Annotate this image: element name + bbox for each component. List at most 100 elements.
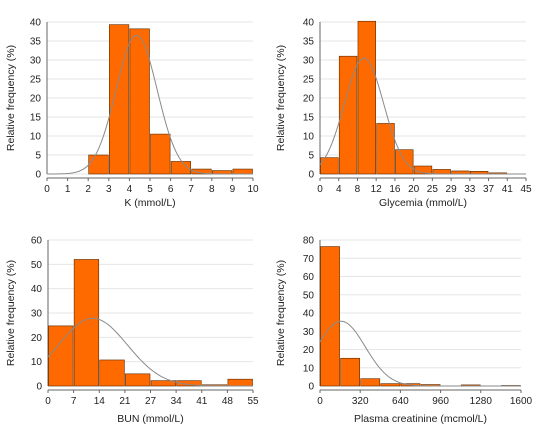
- y-tick-label: 0: [308, 170, 314, 181]
- y-tick-label: 20: [303, 94, 315, 105]
- y-tick-label: 10: [30, 132, 42, 143]
- histogram-bar: [176, 380, 202, 387]
- x-tick-label: 55: [247, 396, 259, 407]
- x-tick-label: 7: [188, 184, 194, 195]
- x-tick-label: 29: [446, 184, 458, 195]
- x-tick-label: 8: [209, 184, 215, 195]
- x-tick-label: 37: [483, 184, 495, 195]
- x-tick-label: 16: [389, 184, 401, 195]
- histogram-bar: [357, 20, 376, 175]
- y-tick-label: 30: [31, 309, 43, 320]
- histogram-bar: [320, 157, 339, 175]
- histogram-bar: [73, 259, 100, 387]
- x-tick-label: 1280: [470, 396, 493, 407]
- y-tick-label: 20: [30, 94, 42, 105]
- y-axis-label: Relative frequency (%): [275, 45, 287, 151]
- y-tick-label: 80: [303, 236, 315, 247]
- x-tick-label: 0: [317, 396, 323, 407]
- x-tick-label: 9: [230, 184, 236, 195]
- y-axis-label: Relative frequency (%): [275, 260, 287, 366]
- y-tick-label: 0: [308, 382, 314, 393]
- x-tick-label: 0: [317, 184, 323, 195]
- x-tick-label: 5: [147, 184, 153, 195]
- y-tick-label: 20: [303, 345, 315, 356]
- histogram-bar: [227, 378, 253, 387]
- histogram-bar: [376, 123, 395, 175]
- x-tick-label: 45: [520, 184, 532, 195]
- x-tick-label: 960: [432, 396, 449, 407]
- x-tick-label: 41: [196, 396, 208, 407]
- y-tick-label: 5: [35, 151, 41, 162]
- y-tick-label: 15: [30, 113, 42, 124]
- y-tick-label: 60: [303, 272, 315, 283]
- y-tick-label: 15: [303, 113, 315, 124]
- chart-panel-4: 0 10 20 30 40 50 60 70 80 0 320 640 960 1280 1600 Plasm…: [275, 236, 533, 426]
- x-tick-label: 640: [392, 396, 409, 407]
- y-tick-label: 60: [31, 236, 43, 247]
- x-axis-label: Glycemia (mmol/L): [379, 197, 467, 209]
- y-tick-label: 40: [303, 309, 315, 320]
- y-tick-label: 50: [303, 290, 315, 301]
- histogram-bar: [380, 383, 401, 387]
- y-tick-label: 0: [35, 170, 41, 181]
- x-tick-label: 3: [106, 184, 112, 195]
- histogram-bar: [150, 133, 171, 175]
- histogram-bar: [129, 28, 150, 175]
- y-tick-label: 20: [31, 333, 43, 344]
- x-tick-label: 25: [427, 184, 439, 195]
- y-tick-label: 30: [303, 56, 315, 67]
- x-tick-label: 34: [171, 396, 183, 407]
- x-tick-label: 0: [44, 184, 50, 195]
- x-tick-label: 4: [127, 184, 133, 195]
- histogram-bar: [340, 357, 361, 387]
- x-tick-label: 6: [168, 184, 174, 195]
- x-tick-label: 2: [85, 184, 91, 195]
- histogram-bar: [99, 359, 125, 387]
- histogram-bar: [395, 149, 414, 175]
- x-tick-label: 21: [119, 396, 131, 407]
- x-tick-label: 8: [355, 184, 361, 195]
- x-tick-label: 10: [247, 184, 259, 195]
- histogram-bar: [150, 380, 176, 387]
- y-tick-label: 5: [308, 151, 314, 162]
- normal-fit-curve: [47, 317, 253, 387]
- y-tick-label: 30: [303, 327, 315, 338]
- y-tick-label: 10: [303, 363, 315, 374]
- y-tick-label: 10: [303, 132, 315, 143]
- chart-panel-2: 0 5 10 15 20 25 30 35 40 0 4 8 12 16 20 25 29 33 37 41 45 Gly…: [275, 18, 532, 210]
- x-tick-label: 12: [371, 184, 383, 195]
- x-tick-label: 27: [145, 396, 157, 407]
- histogram-bar: [88, 154, 109, 175]
- x-tick-label: 20: [408, 184, 420, 195]
- y-tick-label: 70: [303, 254, 315, 265]
- x-tick-label: 0: [45, 396, 51, 407]
- y-tick-label: 0: [36, 382, 42, 393]
- y-axis-label: Relative frequency (%): [5, 260, 17, 366]
- y-tick-label: 10: [31, 357, 43, 368]
- x-tick-label: 14: [94, 396, 106, 407]
- normal-fit-curve: [319, 320, 521, 387]
- x-tick-label: 48: [222, 396, 234, 407]
- y-tick-label: 25: [303, 75, 315, 86]
- x-tick-label: 7: [71, 396, 77, 407]
- histogram-bar: [125, 373, 151, 387]
- y-tick-label: 40: [30, 18, 42, 29]
- x-axis-label: Plasma creatinine (mcmol/L): [354, 413, 487, 425]
- normal-fit-curve: [46, 34, 253, 175]
- x-tick-label: 1: [65, 184, 71, 195]
- x-axis-label: K (mmol/L): [124, 197, 175, 209]
- y-tick-label: 30: [30, 56, 42, 67]
- y-axis-label: Relative frequency (%): [5, 45, 17, 151]
- histogram-bar: [191, 168, 212, 175]
- histogram-bar: [432, 169, 451, 175]
- histogram-bar: [170, 161, 192, 175]
- chart-panel-3: 0 10 20 30 40 50 60 0 7 14 21 27 34 41 48 55 BUN (mmol/L…: [5, 236, 259, 426]
- histogram-bar: [48, 325, 74, 387]
- x-tick-label: 1600: [510, 396, 533, 407]
- y-tick-label: 35: [303, 37, 315, 48]
- histogram-bar: [360, 378, 381, 387]
- histogram-bar: [338, 55, 358, 175]
- y-tick-label: 40: [303, 18, 315, 29]
